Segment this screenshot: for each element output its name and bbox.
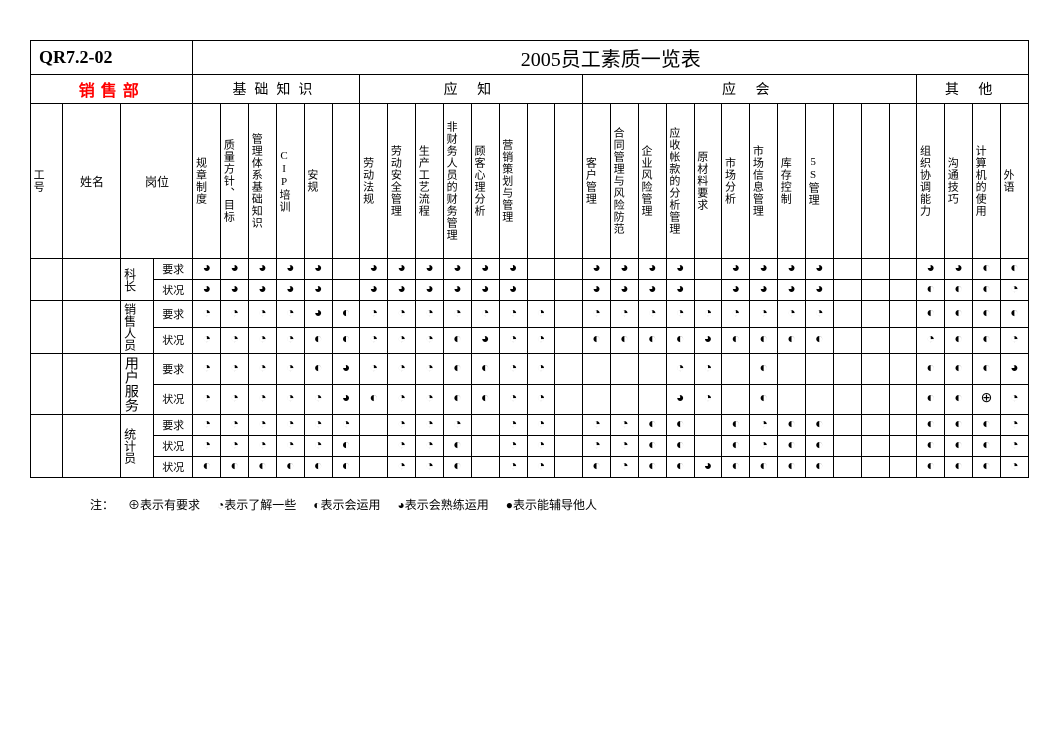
row-stat: 状况 [153, 436, 192, 457]
legend-item: ◕表示会熟练运用 [398, 498, 489, 512]
col-c12: 营销策划与管理 [499, 104, 527, 259]
col-c26 [889, 104, 917, 259]
legend-item: ⊕表示有要求 [128, 498, 200, 512]
col-name: 姓名 [63, 104, 121, 259]
table-row: 状况 ◔◔◔◔◐◐◔◔◔◐◕◔◔◐◐◐◐◕◐◐◐◐◔◐◐◔ [31, 327, 1029, 354]
table-row: 状况 ◕◕◕◕◕◕◕◕◕◕◕◕◕◕◕◕◕◕◕◐◐◐◔ [31, 280, 1029, 301]
col-c21: 市场信息管理 [750, 104, 778, 259]
table-row: 状况 ◔◔◔◔◔◕◐◔◔◐◐◔◔◕◔◐◐◐⊕◔ [31, 384, 1029, 415]
col-role: 岗位 [121, 104, 193, 259]
col-c22: 库存控制 [778, 104, 806, 259]
section-other: 其 他 [917, 75, 1029, 104]
legend: 注： ⊕表示有要求 ◔表示了解一些 ◐表示会运用 ◕表示会熟练运用 ●表示能辅导他… [90, 496, 1029, 513]
col-id: 工号 [31, 104, 63, 259]
row-stat: 状况 [153, 280, 192, 301]
role-r2: 销售人员 [121, 301, 153, 354]
col-c10: 非财务人员的财务管理 [444, 104, 472, 259]
row-stat: 状况 [153, 457, 192, 478]
col-c25 [861, 104, 889, 259]
section-able: 应 会 [583, 75, 917, 104]
col-c8: 劳动安全管理 [388, 104, 416, 259]
section-know: 应 知 [360, 75, 583, 104]
col-c11: 顾客心理分析 [471, 104, 499, 259]
role-r1: 科长 [121, 259, 153, 301]
legend-item: ◔表示了解一些 [217, 498, 296, 512]
col-c30: 外语 [1000, 104, 1028, 259]
col-c19: 原材料要求 [694, 104, 722, 259]
legend-item: ●表示能辅导他人 [506, 498, 597, 512]
row-stat: 状况 [153, 384, 192, 415]
col-c13 [527, 104, 555, 259]
col-c9: 生产工艺流程 [416, 104, 444, 259]
table-row: 统计员 要求 ◔◔◔◔◔◔◔◔◔◔◔◔◔◐◐◐◔◐◐◐◐◐◔ [31, 415, 1029, 436]
col-c28: 沟通技巧 [945, 104, 973, 259]
section-basic: 基础知识 [193, 75, 360, 104]
department: 销售部 [31, 75, 193, 104]
row-req: 要求 [153, 354, 192, 385]
legend-item: ◐表示会运用 [313, 498, 380, 512]
col-c16: 合同管理与风险防范 [611, 104, 639, 259]
col-c1: 规章制度 [193, 104, 221, 259]
row-req: 要求 [153, 301, 192, 328]
col-c23: 5S管理 [805, 104, 833, 259]
row-req: 要求 [153, 259, 192, 280]
col-c3: 管理体系基础知识 [249, 104, 277, 259]
col-c20: 市场分析 [722, 104, 750, 259]
col-c4: CIP培训 [276, 104, 304, 259]
doc-code: QR7.2-02 [31, 41, 193, 75]
col-c24 [833, 104, 861, 259]
col-c17: 企业风险管理 [638, 104, 666, 259]
table-row: 状况 ◔◔◔◔◔◐◔◔◐◔◔◔◔◐◐◐◔◐◐◐◐◐◔ [31, 436, 1029, 457]
doc-title: 2005员工素质一览表 [193, 41, 1029, 75]
quality-table: QR7.2-02 2005员工素质一览表 销售部 基础知识 应 知 应 会 其 … [30, 40, 1029, 478]
col-c5: 安规 [304, 104, 332, 259]
table-row: 用户服务 要求 ◔◔◔◔◐◕◔◔◔◐◐◔◔◔◔◐◐◐◐◕ [31, 354, 1029, 385]
legend-prefix: 注： [90, 498, 114, 512]
col-c7: 劳动法规 [360, 104, 388, 259]
col-c14 [555, 104, 583, 259]
table-row: 销售人员 要求 ◔◔◔◔◕◐◔◔◔◔◔◔◔◔◔◔◔◔◔◔◔◔◐◐◐◐ [31, 301, 1029, 328]
col-c29: 计算机的使用 [973, 104, 1001, 259]
table-row: 科长 要求 ◕◕◕◕◕◕◕◕◕◕◕◕◕◕◕◕◕◕◕◕◕◐◐ [31, 259, 1029, 280]
col-c18: 应收帐款的分析管理 [666, 104, 694, 259]
role-r4: 统计员 [121, 415, 153, 478]
col-c15: 客户管理 [583, 104, 611, 259]
col-c27: 组织协调能力 [917, 104, 945, 259]
row-stat: 状况 [153, 327, 192, 354]
col-c6 [332, 104, 360, 259]
col-c2: 质量方针、目标 [221, 104, 249, 259]
table-row: 状况 ◐◐◐◐◐◐◔◔◐◔◔◐◔◐◐◕◐◐◐◐◐◐◐◔ [31, 457, 1029, 478]
row-req: 要求 [153, 415, 192, 436]
role-r3: 用户服务 [121, 354, 153, 415]
